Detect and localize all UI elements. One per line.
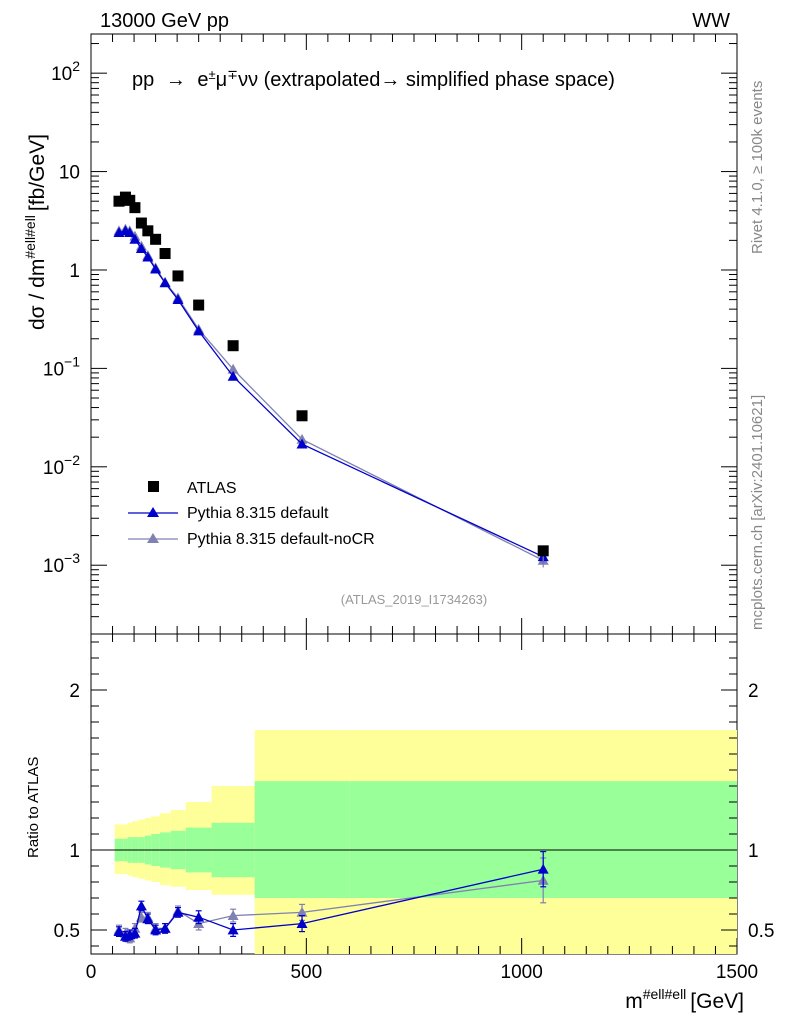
ratio-series-marker <box>135 900 147 911</box>
main-y-tick-label: 102 <box>51 58 80 85</box>
ratio-series-marker <box>142 913 154 924</box>
main-series-marker <box>159 277 171 288</box>
title-mp: ∓ <box>227 67 238 82</box>
ratio-series-marker <box>227 910 239 920</box>
ratio-y-axis-label: Ratio to ATLAS <box>25 757 42 858</box>
x-label-unit: [GeV] <box>690 990 744 1013</box>
legend-marker-default <box>147 507 159 517</box>
atlas-data-point <box>135 217 147 229</box>
atlas-data-point <box>193 299 205 311</box>
x-tick-label: 0 <box>86 962 97 983</box>
ratio-series-marker <box>537 863 549 874</box>
ratio-series-marker <box>296 918 308 928</box>
title-nunu: νν <box>238 69 258 91</box>
ratio-y-tick-label: 0.5 <box>54 921 80 942</box>
title-rest: (extrapolated→ simplified phase space) <box>264 69 615 91</box>
ratio-series-marker <box>227 924 239 935</box>
ratio-series-marker <box>193 911 205 922</box>
ratio-axis-ticks: 0.5 0.5 1 1 2 2 <box>54 641 774 947</box>
chart-title: pp → e±μ∓νν (extrapolated→ simplified ph… <box>132 67 615 91</box>
atlas-data-point <box>124 194 136 206</box>
main-y-tick-label: 10−1 <box>43 353 80 380</box>
main-y-tick-label: 1 <box>69 261 80 282</box>
main-series-marker <box>227 363 239 374</box>
title-pm: ± <box>209 67 216 82</box>
ratio-series-marker <box>172 906 184 917</box>
ratio-series-marker <box>296 906 308 917</box>
main-y-tick-label: 10−3 <box>43 550 80 577</box>
title-pp: pp <box>132 69 154 91</box>
ratio-y-tick-label-right: 0.5 <box>748 921 774 942</box>
main-series-marker <box>150 263 162 274</box>
x-axis-label: m#ell#ell [GeV] <box>625 986 744 1013</box>
ratio-y-tick-label-right: 1 <box>748 841 759 862</box>
main-axis-ticks: 102 10 1 10−1 10−2 10−3 <box>43 43 737 635</box>
y-label-unit: [fb/GeV] <box>26 134 49 211</box>
main-y-tick-label: 10−2 <box>43 452 80 479</box>
atlas-data-point <box>227 340 239 352</box>
ratio-band-inner <box>254 781 350 898</box>
main-series-marker <box>124 227 136 237</box>
legend-marker-atlas <box>148 481 159 492</box>
title-arrow: → <box>166 69 186 91</box>
y-label-main: dσ / dm <box>26 259 49 330</box>
atlas-data-point <box>150 233 162 245</box>
ratio-series-marker <box>129 927 141 938</box>
x-axis-ticks: 0 500 1000 1500 <box>86 34 758 983</box>
x-label-main: m <box>625 990 643 1013</box>
header-energy-label: 13000 GeV pp <box>100 10 229 32</box>
legend-label-default: Pythia 8.315 default <box>187 505 329 522</box>
main-y-tick-label: 10 <box>59 163 80 184</box>
legend: ATLAS Pythia 8.315 default Pythia 8.315 … <box>128 480 375 548</box>
title-e: e <box>197 69 208 91</box>
ratio-y-tick-label: 2 <box>69 681 80 702</box>
ratio-series-marker <box>150 924 162 935</box>
main-series-group <box>113 191 549 568</box>
atlas-data-point <box>113 195 125 207</box>
header-process-label: WW <box>692 10 730 32</box>
legend-label-atlas: ATLAS <box>187 480 237 497</box>
atlas-data-point <box>159 248 171 260</box>
main-y-axis-label: dσ / dm#ell#ell [fb/GeV] <box>22 134 49 330</box>
main-series-marker <box>142 251 154 262</box>
analysis-tag: (ATLAS_2019_I1734263) <box>341 592 487 607</box>
atlas-data-point <box>537 545 549 557</box>
main-series-marker <box>227 370 239 381</box>
ratio-y-tick-label-right: 2 <box>748 681 759 702</box>
title-mu: μ <box>216 69 228 91</box>
ratio-series-group <box>113 850 549 944</box>
legend-marker-nocr <box>147 533 159 543</box>
y-label-sup: #ell#ell <box>22 215 38 259</box>
x-tick-label: 1000 <box>501 962 543 983</box>
x-tick-label: 1500 <box>716 962 758 983</box>
main-series-marker <box>172 294 184 305</box>
atlas-data-point <box>172 270 184 282</box>
ratio-series-marker <box>159 922 171 933</box>
atlas-data-point <box>296 410 308 422</box>
atlas-data-point <box>142 225 154 237</box>
atlas-data-point <box>129 202 141 214</box>
ratio-y-tick-label: 1 <box>69 841 80 862</box>
main-series-marker <box>135 243 147 253</box>
main-series-marker <box>193 325 205 336</box>
legend-label-nocr: Pythia 8.315 default-noCR <box>187 531 375 548</box>
x-tick-label: 500 <box>290 962 322 983</box>
x-label-sup: #ell#ell <box>643 986 687 1002</box>
main-series-marker <box>296 438 308 449</box>
mcplots-credit-text: mcplots.cern.ch [arXiv:2401.10621] <box>749 395 766 630</box>
rivet-version-text: Rivet 4.1.0, ≥ 100k events <box>749 81 766 254</box>
ratio-series-marker <box>113 926 125 936</box>
main-series-marker <box>129 233 141 244</box>
